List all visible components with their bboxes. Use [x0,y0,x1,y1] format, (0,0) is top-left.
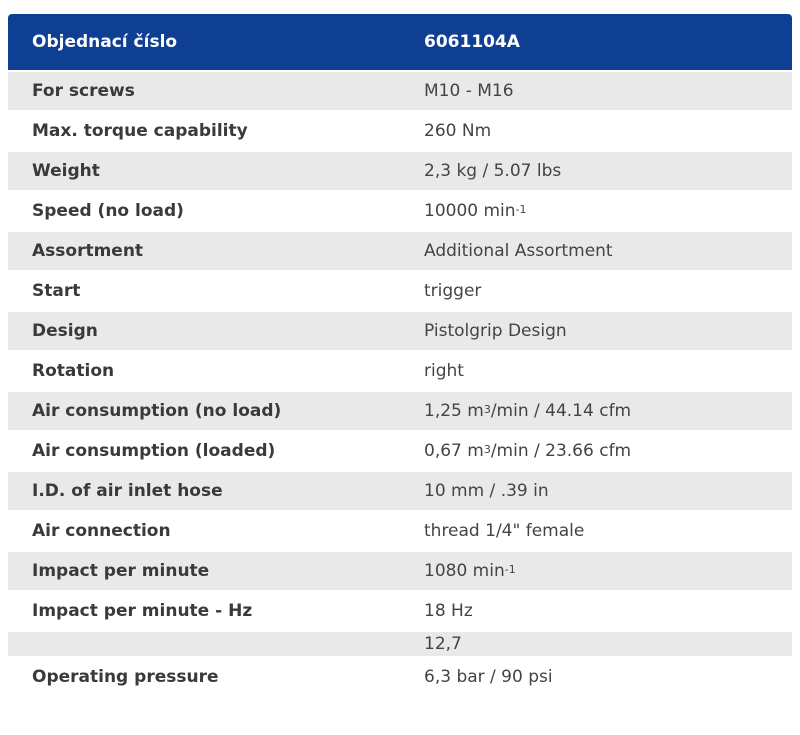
table-row: Impact per minute - Hz 18 Hz [8,590,792,630]
table-row: Weight 2,3 kg / 5.07 lbs [8,150,792,190]
row-label: Impact per minute - Hz [8,590,398,630]
row-label: Weight [8,150,398,190]
row-label: I.D. of air inlet hose [8,470,398,510]
table-row: Max. torque capability 260 Nm [8,110,792,150]
row-label: Start [8,270,398,310]
table-row: For screws M10 - M16 [8,70,792,110]
table-row: 12,7 [8,630,792,656]
table-row: Start trigger [8,270,792,310]
row-value: 2,3 kg / 5.07 lbs [398,150,792,190]
row-value: thread 1/4" female [398,510,792,550]
header-row: Objednací číslo 6061104A [8,14,792,70]
table-row: Impact per minute 1080 min-1 [8,550,792,590]
row-label: Air connection [8,510,398,550]
table-row: Rotation right [8,350,792,390]
row-label: Impact per minute [8,550,398,590]
order-number-label: Objednací číslo [8,14,398,70]
row-value: 6,3 bar / 90 psi [398,656,792,696]
row-label: For screws [8,70,398,110]
row-label: Air consumption (loaded) [8,430,398,470]
table-row: Air consumption (loaded) 0,67 m3/min / 2… [8,430,792,470]
table-row: Speed (no load) 10000 min-1 [8,190,792,230]
row-value: 10000 min-1 [398,190,792,230]
row-label: Assortment [8,230,398,270]
spec-table: Objednací číslo 6061104A For screws M10 … [8,14,792,696]
table-row: I.D. of air inlet hose 10 mm / .39 in [8,470,792,510]
superscript: -1 [504,563,516,576]
table-row: Operating pressure 6,3 bar / 90 psi [8,656,792,696]
row-label: Max. torque capability [8,110,398,150]
superscript: 3 [483,403,491,416]
row-label: Rotation [8,350,398,390]
superscript: 3 [483,443,491,456]
table-row: Design Pistolgrip Design [8,310,792,350]
row-label: Operating pressure [8,656,398,696]
row-label: Design [8,310,398,350]
order-number-value: 6061104A [398,14,792,70]
row-value: Pistolgrip Design [398,310,792,350]
table-row: Air connection thread 1/4" female [8,510,792,550]
row-value: M10 - M16 [398,70,792,110]
row-value: 260 Nm [398,110,792,150]
row-value: 18 Hz [398,590,792,630]
superscript: -1 [515,203,527,216]
row-label [8,630,398,656]
row-label: Speed (no load) [8,190,398,230]
row-value: 0,67 m3/min / 23.66 cfm [398,430,792,470]
row-value: right [398,350,792,390]
table-row: Assortment Additional Assortment [8,230,792,270]
row-value: 1080 min-1 [398,550,792,590]
row-value: trigger [398,270,792,310]
row-label: Air consumption (no load) [8,390,398,430]
row-value: 12,7 [398,630,792,656]
row-value: 10 mm / .39 in [398,470,792,510]
row-value: Additional Assortment [398,230,792,270]
row-value: 1,25 m3/min / 44.14 cfm [398,390,792,430]
table-row: Air consumption (no load) 1,25 m3/min / … [8,390,792,430]
